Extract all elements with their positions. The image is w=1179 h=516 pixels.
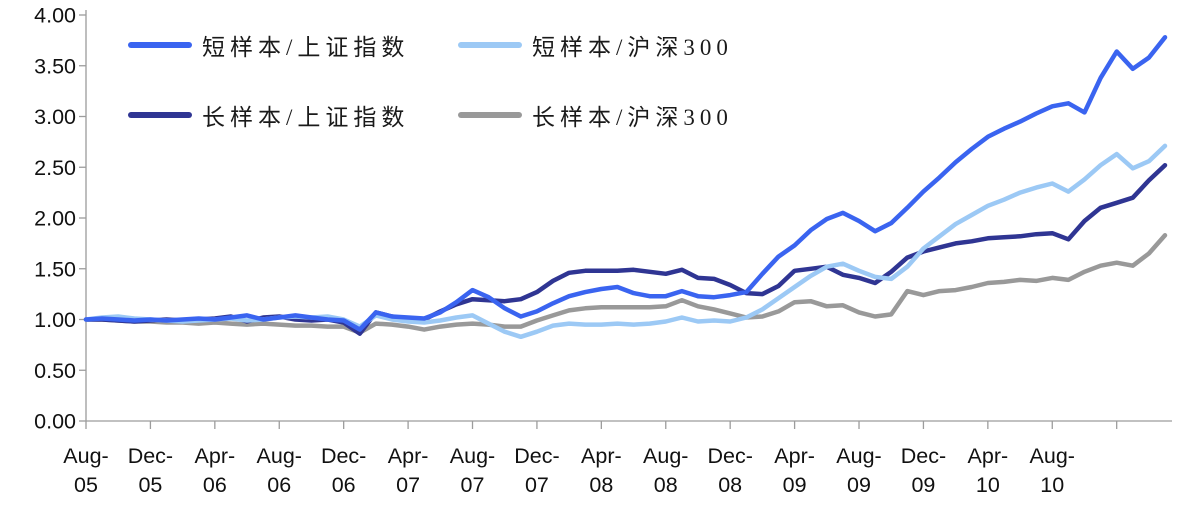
x-tick-label: Apr- (388, 444, 429, 468)
x-tick-label: 06 (332, 473, 356, 497)
legend-swatch-short-sse-icon (128, 42, 192, 48)
x-tick-label: 08 (654, 473, 678, 497)
x-tick-label: Aug- (1030, 444, 1075, 468)
x-tick-label: Apr- (774, 444, 815, 468)
legend-swatch-long-csi300-icon (458, 112, 522, 118)
y-tick-label: 3.00 (34, 105, 76, 129)
legend-label-long-csi300: 长样本/沪深300 (532, 105, 733, 130)
legend-label-short-sse: 短样本/上证指数 (202, 35, 410, 60)
x-tick-label: Dec- (707, 444, 752, 468)
x-tick-label: 05 (138, 473, 162, 497)
legend-item-short-sse: 短样本/上证指数 (128, 28, 458, 62)
x-tick-label: Dec- (321, 444, 366, 468)
x-tick-label: 10 (976, 473, 1000, 497)
x-tick-label: Aug- (257, 444, 302, 468)
x-tick-label: 05 (74, 473, 98, 497)
x-tick-label: Apr- (581, 444, 622, 468)
x-tick-label: 08 (718, 473, 742, 497)
x-tick-label: 09 (783, 473, 807, 497)
y-tick-label: 0.00 (34, 410, 76, 434)
x-tick-label: 07 (461, 473, 485, 497)
legend-swatch-short-csi300-icon (458, 42, 522, 48)
x-tick-label: Apr- (968, 444, 1009, 468)
legend-label-short-csi300: 短样本/沪深300 (532, 35, 733, 60)
y-tick-label: 2.00 (34, 207, 76, 231)
series-line-short-sse (83, 35, 1168, 332)
chart-legend: 短样本/上证指数 短样本/沪深300 长样本/上证指数 长样本/沪深300 (128, 28, 788, 132)
x-tick-label: 07 (396, 473, 420, 497)
x-tick-label: 09 (847, 473, 871, 497)
legend-label-long-sse: 长样本/上证指数 (202, 105, 410, 130)
x-tick-label: Dec- (128, 444, 173, 468)
y-tick-label: 0.50 (34, 359, 76, 383)
y-tick-label: 3.50 (34, 54, 76, 78)
x-tick-label: 08 (589, 473, 613, 497)
x-tick-label: 06 (267, 473, 291, 497)
x-tick-label: 10 (1040, 473, 1064, 497)
x-tick-label: Apr- (195, 444, 236, 468)
legend-item-long-csi300: 长样本/沪深300 (458, 98, 788, 132)
legend-item-short-csi300: 短样本/沪深300 (458, 28, 788, 62)
x-tick-label: Dec- (514, 444, 559, 468)
x-tick-label: Aug- (450, 444, 495, 468)
x-tick-label: Dec- (901, 444, 946, 468)
legend-item-long-sse: 长样本/上证指数 (128, 98, 458, 132)
x-tick-label: Aug- (63, 444, 108, 468)
series-line-long-csi300 (83, 233, 1168, 335)
y-tick-label: 2.50 (34, 156, 76, 180)
y-tick-label: 1.50 (34, 257, 76, 281)
x-tick-label: Aug- (643, 444, 688, 468)
y-tick-label: 1.00 (34, 308, 76, 332)
y-tick-label: 4.00 (34, 4, 76, 28)
x-tick-label: Aug- (836, 444, 881, 468)
legend-swatch-long-sse-icon (128, 112, 192, 118)
x-tick-label: 09 (911, 473, 935, 497)
x-tick-label: 07 (525, 473, 549, 497)
x-tick-label: 06 (203, 473, 227, 497)
